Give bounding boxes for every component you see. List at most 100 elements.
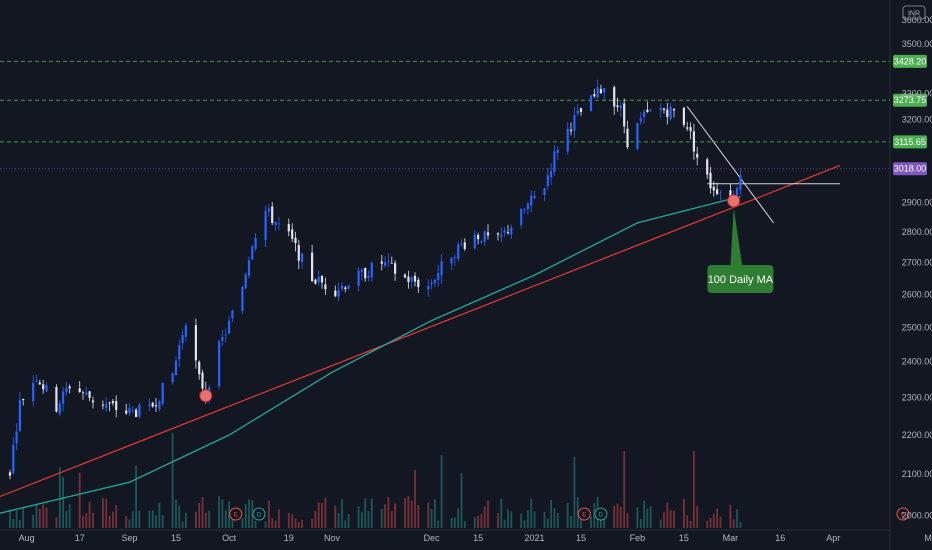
volume-bar bbox=[221, 499, 224, 528]
volume-bar bbox=[739, 521, 742, 528]
candle-body bbox=[643, 111, 646, 117]
candle-body bbox=[314, 279, 317, 284]
candle-body bbox=[367, 275, 370, 278]
candle-body bbox=[35, 380, 38, 383]
volume-bar bbox=[497, 513, 499, 528]
candle-body bbox=[556, 149, 559, 153]
time-tick-label: 16 bbox=[775, 533, 785, 543]
candle-body bbox=[384, 262, 387, 266]
candle-body bbox=[287, 224, 290, 232]
candle-body bbox=[334, 290, 337, 297]
candle-body bbox=[712, 186, 715, 191]
candle-body bbox=[340, 285, 344, 289]
time-tick-label: 19 bbox=[284, 533, 294, 543]
volume-bar bbox=[434, 499, 436, 528]
volume-bar bbox=[457, 508, 460, 528]
volume-bar bbox=[357, 506, 360, 528]
candle-body bbox=[161, 382, 164, 404]
volume-bar bbox=[364, 498, 367, 528]
time-axis[interactable]: Aug 17 Sep 15 Oct 19 Nov Dec 15 2021 15 Feb 15 Mar 16 A… bbox=[19, 533, 932, 543]
candle-body bbox=[672, 108, 676, 111]
candle-body bbox=[45, 385, 48, 392]
time-tick-label: Feb bbox=[630, 533, 646, 543]
trendline-touch-marker bbox=[727, 194, 741, 208]
candle-body bbox=[410, 277, 413, 282]
volume-bar bbox=[301, 519, 303, 528]
candle-body bbox=[231, 310, 234, 319]
volume-bar bbox=[128, 519, 131, 528]
candle-body bbox=[566, 128, 569, 152]
volume-bar bbox=[105, 499, 108, 528]
candle-body bbox=[550, 171, 553, 178]
volume-bar bbox=[125, 516, 128, 528]
volume-bar bbox=[646, 508, 649, 528]
candle-body bbox=[533, 196, 536, 198]
volume-bar bbox=[623, 451, 626, 528]
volume-bar bbox=[696, 506, 699, 528]
earnings-event-marker[interactable] bbox=[577, 507, 591, 521]
dividend-event-marker[interactable] bbox=[252, 507, 266, 521]
candle-body bbox=[364, 268, 367, 279]
volume-bar bbox=[533, 511, 536, 528]
candle-body bbox=[38, 382, 41, 385]
volume-bar bbox=[477, 515, 479, 528]
candle-body bbox=[15, 431, 18, 444]
dividend-event-marker[interactable] bbox=[594, 507, 608, 521]
time-tick-label: Apr bbox=[826, 533, 840, 543]
candle-body bbox=[105, 403, 108, 409]
ma-annotation-label: 100 Daily MA bbox=[708, 274, 774, 286]
volume-bar bbox=[337, 512, 340, 528]
currency-badge[interactable]: INR bbox=[902, 5, 926, 20]
candle-body bbox=[194, 325, 197, 361]
event-marker-label: D bbox=[257, 513, 262, 519]
volume-bar bbox=[390, 511, 393, 528]
candle-body bbox=[18, 399, 21, 432]
volume-bar bbox=[590, 516, 592, 528]
candle-body bbox=[125, 410, 128, 414]
price-tick-label: 2200.00 bbox=[902, 430, 932, 440]
earnings-event-marker[interactable] bbox=[229, 507, 243, 521]
volume-bar bbox=[178, 505, 181, 528]
price-axis[interactable]: 3600.00 3500.00 3300.00 3200.00 2900.00 2800.… bbox=[902, 15, 932, 520]
volume-bar bbox=[510, 511, 513, 528]
candle-body bbox=[503, 230, 506, 233]
volume-bar bbox=[341, 499, 343, 528]
price-tick-label: 2400.00 bbox=[902, 357, 932, 367]
candle-body bbox=[108, 402, 111, 404]
time-tick-label: 15 bbox=[576, 533, 586, 543]
candle-body bbox=[81, 392, 85, 394]
candle-body bbox=[62, 391, 65, 404]
candle-body bbox=[579, 108, 583, 112]
price-tick-label: 3600.00 bbox=[902, 15, 932, 25]
volume-bar bbox=[347, 514, 350, 528]
candle-body bbox=[526, 203, 529, 210]
event-marker-label: E bbox=[901, 513, 905, 519]
price-tick-label: 2700.00 bbox=[902, 258, 932, 268]
candle-body bbox=[739, 175, 742, 190]
volume-bar bbox=[88, 501, 91, 528]
price-tick-label: 3300.00 bbox=[902, 89, 932, 99]
event-marker-label: E bbox=[582, 513, 586, 519]
volume-bar bbox=[480, 514, 483, 528]
price-level-label: 3428.20 bbox=[894, 56, 927, 66]
earnings-event-marker[interactable] bbox=[896, 507, 910, 521]
volume-bar bbox=[291, 514, 294, 528]
volume-bar bbox=[387, 496, 390, 528]
descending-trendline bbox=[686, 106, 775, 224]
volume-bar bbox=[171, 433, 174, 528]
volume-bar bbox=[231, 515, 234, 528]
volume-bar bbox=[543, 511, 546, 528]
volume-bar bbox=[460, 473, 463, 528]
volume-bar bbox=[102, 497, 104, 528]
volume-bar bbox=[450, 518, 453, 528]
candle-body bbox=[417, 279, 420, 288]
price-tick-label: 2600.00 bbox=[902, 289, 932, 299]
candle-body bbox=[477, 235, 480, 240]
volume-bar bbox=[317, 502, 320, 528]
candle-body bbox=[453, 257, 456, 258]
price-level-label: 3115.65 bbox=[894, 137, 926, 147]
volume-bar bbox=[576, 497, 579, 528]
